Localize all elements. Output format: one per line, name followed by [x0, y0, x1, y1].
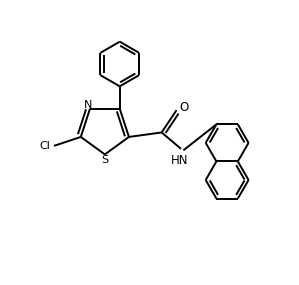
Text: Cl: Cl: [39, 141, 51, 151]
Text: O: O: [179, 101, 188, 114]
Text: S: S: [101, 155, 109, 165]
Text: N: N: [83, 100, 92, 110]
Text: HN: HN: [171, 154, 188, 167]
